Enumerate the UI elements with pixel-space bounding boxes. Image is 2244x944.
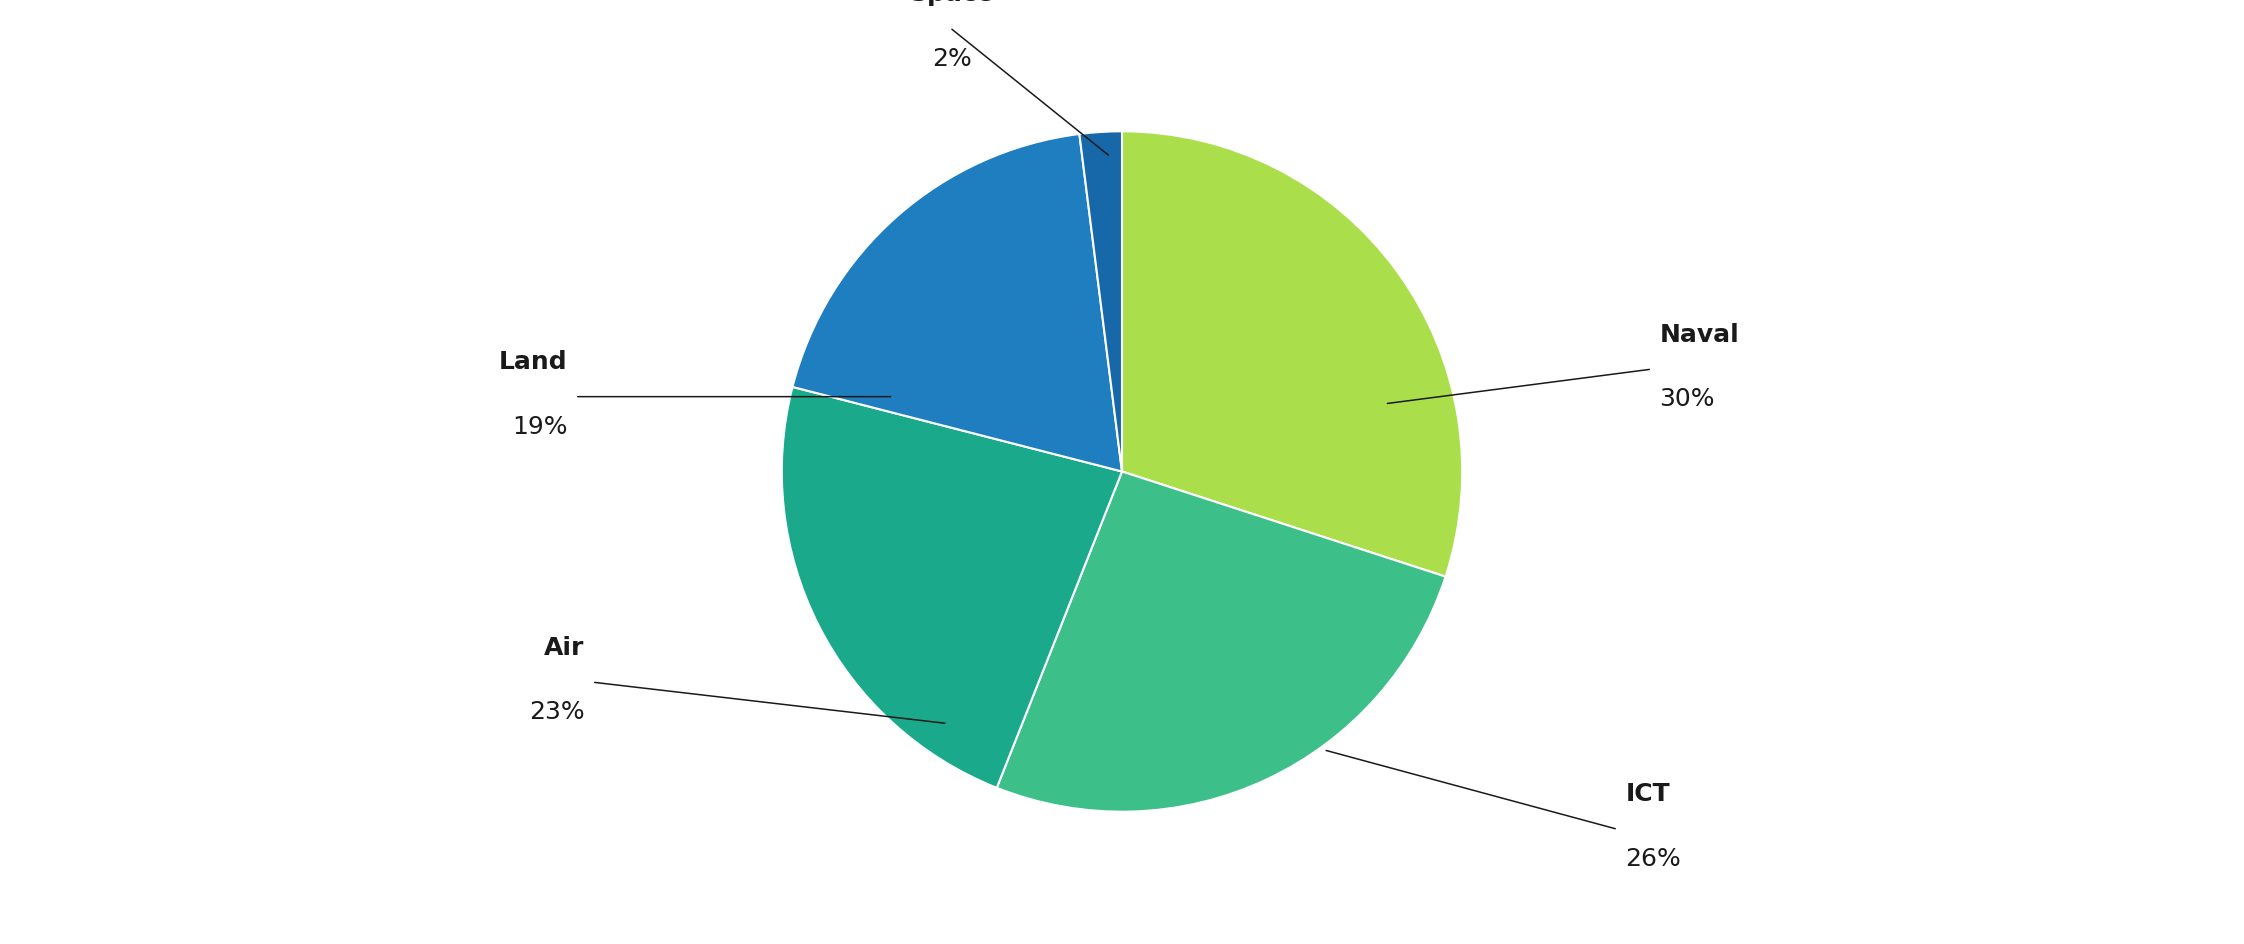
Wedge shape [781,387,1122,788]
Text: 26%: 26% [1625,846,1681,869]
Text: 30%: 30% [1661,387,1714,411]
Text: Air: Air [543,635,583,659]
Text: Space: Space [909,0,994,7]
Text: Land: Land [498,349,568,374]
Text: 19%: 19% [512,414,568,438]
Text: 2%: 2% [931,47,972,71]
Text: ICT: ICT [1625,781,1670,805]
Wedge shape [996,472,1445,812]
Text: Naval: Naval [1661,322,1739,346]
Text: 23%: 23% [530,700,583,724]
Wedge shape [1079,132,1122,472]
Wedge shape [1122,132,1463,577]
Wedge shape [792,135,1122,472]
